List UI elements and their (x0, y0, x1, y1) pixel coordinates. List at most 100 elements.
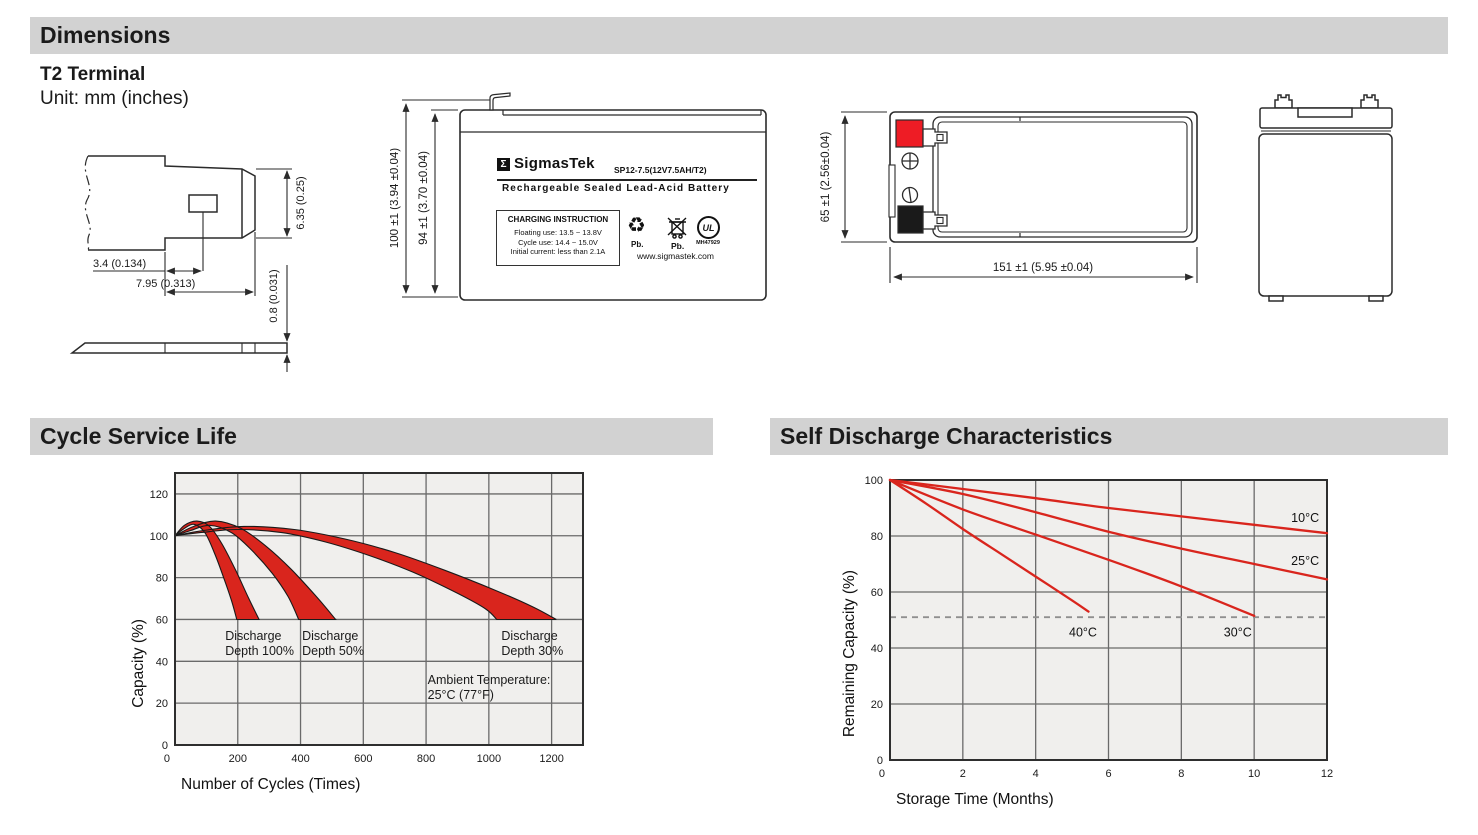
svg-text:Depth 50%: Depth 50% (302, 644, 364, 658)
svg-text:40: 40 (871, 643, 883, 655)
svg-text:120: 120 (150, 489, 168, 501)
label-rule (497, 179, 757, 181)
charging-line-initial: Initial current: less than 2.1A (510, 247, 606, 256)
svg-text:20: 20 (156, 698, 168, 710)
svg-text:Number of Cycles (Times): Number of Cycles (Times) (181, 776, 360, 793)
front-dimension-lines (402, 99, 490, 298)
svg-text:30°C: 30°C (1224, 626, 1252, 640)
battery-end-view (1258, 94, 1393, 302)
dim-terminal-width: 7.95 (0.313) (136, 278, 195, 290)
positive-terminal (895, 119, 924, 148)
svg-text:10: 10 (1248, 768, 1260, 780)
unit-note: Unit: mm (inches) (40, 88, 189, 109)
svg-text:25°C: 25°C (1291, 554, 1319, 568)
svg-text:Remaining Capacity (%): Remaining Capacity (%) (841, 570, 858, 737)
ul-certification-icon: UL (697, 216, 720, 239)
charging-instruction-box: CHARGING INSTRUCTION Floating use: 13.5 … (496, 210, 620, 266)
flathead-screw-icon (901, 186, 919, 204)
svg-text:8: 8 (1178, 768, 1184, 780)
battery-subtitle: Rechargeable Sealed Lead-Acid Battery (502, 183, 730, 194)
terminal-detail-drawing: 3.4 (0.134) 7.95 (0.313) 6.35 (0.25) 0.8… (69, 155, 307, 372)
brand-name: SigmasTek (514, 155, 595, 172)
website-url: www.sigmastek.com (637, 251, 714, 261)
end-view-terminal-right (1360, 94, 1379, 109)
svg-text:0: 0 (877, 755, 883, 767)
svg-text:60: 60 (156, 614, 168, 626)
svg-text:Capacity (%): Capacity (%) (130, 619, 147, 708)
svg-text:60: 60 (871, 587, 883, 599)
section-bar-self-discharge: Self Discharge Characteristics (770, 418, 1448, 455)
section-title-self-discharge: Self Discharge Characteristics (780, 423, 1113, 449)
svg-text:10°C: 10°C (1291, 511, 1319, 525)
battery-front-view: 100 ±1 (3.94 ±0.04) 94 ±1 (3.70 ±0.04) Σ… (390, 85, 790, 320)
foot-right (1368, 295, 1384, 302)
sigma-glyph: Σ (500, 159, 507, 170)
terminal-dimension-lines (93, 168, 292, 372)
phillips-screw-icon (901, 152, 919, 170)
ul-file-number: MH47929 (696, 240, 720, 246)
svg-text:Discharge: Discharge (302, 629, 358, 643)
dim-top-height: 65 ±1 (2.56±0.04) (820, 132, 832, 223)
terminal-side-strip (69, 342, 288, 354)
negative-terminal (897, 205, 924, 234)
svg-text:Storage Time (Months): Storage Time (Months) (896, 791, 1054, 808)
svg-text:Depth 100%: Depth 100% (225, 644, 294, 658)
dim-front-body-height: 94 ±1 (3.70 ±0.04) (418, 151, 430, 245)
dim-thickness: 0.8 (0.031) (268, 269, 280, 322)
svg-text:20: 20 (871, 699, 883, 711)
svg-text:80: 80 (156, 573, 168, 585)
side-slot (888, 164, 896, 218)
dim-front-total-height: 100 ±1 (3.94 ±0.04) (390, 148, 401, 248)
no-disposal-bin-icon (667, 217, 687, 239)
charging-title: CHARGING INSTRUCTION (507, 215, 609, 224)
svg-text:12: 12 (1321, 768, 1333, 780)
charging-line-floating: Floating use: 13.5 ~ 13.8V (514, 228, 602, 237)
svg-text:0: 0 (164, 753, 170, 765)
battery-front-outline: 100 ±1 (3.94 ±0.04) 94 ±1 (3.70 ±0.04) (390, 92, 767, 301)
svg-text:0: 0 (162, 740, 168, 752)
top-view-dimension-lines (841, 111, 1198, 283)
svg-text:0: 0 (879, 768, 885, 780)
negative-terminal-tab (922, 211, 948, 230)
svg-text:Discharge: Discharge (501, 629, 557, 643)
end-view-terminal-left (1274, 94, 1293, 109)
front-terminal-tab (489, 92, 511, 111)
svg-text:400: 400 (291, 753, 309, 765)
model-number: SP12-7.5(12V7.5AH/T2) (614, 165, 707, 175)
foot-left (1268, 295, 1284, 302)
svg-text:25°C (77°F): 25°C (77°F) (428, 688, 494, 702)
svg-text:4: 4 (1033, 768, 1039, 780)
svg-text:2: 2 (960, 768, 966, 780)
charging-line-cycle: Cycle use: 14.4 ~ 15.0V (518, 237, 598, 247)
battery-top-view: 65 ±1 (2.56±0.04) 151 ±1 (5.95 ±0.04) (820, 111, 1198, 283)
terminal-type-title: T2 Terminal (40, 64, 146, 85)
dim-top-width: 151 ±1 (5.95 ±0.04) (993, 262, 1093, 274)
svg-text:1000: 1000 (477, 753, 501, 765)
svg-text:100: 100 (150, 531, 168, 543)
section-title-dimensions: Dimensions (40, 22, 171, 48)
svg-text:Ambient Temperature:: Ambient Temperature: (428, 673, 551, 687)
svg-text:80: 80 (871, 531, 883, 543)
self-discharge-chart: 0 20 40 60 80 100 0 2 4 6 8 10 12 10°C 25°C 30°C 40°C Sto… (841, 475, 1333, 808)
svg-text:Depth 30%: Depth 30% (501, 644, 563, 658)
svg-text:100: 100 (865, 475, 883, 487)
svg-text:1200: 1200 (539, 753, 563, 765)
section-bar-dimensions: Dimensions (30, 17, 1448, 54)
svg-text:800: 800 (417, 753, 435, 765)
svg-text:40°C: 40°C (1069, 626, 1097, 640)
pb-trash-label: Pb. (671, 241, 685, 251)
terminal-outline (84, 155, 256, 271)
positive-terminal-tab (922, 128, 948, 147)
svg-text:40: 40 (156, 656, 168, 668)
svg-text:Discharge: Discharge (225, 629, 281, 643)
section-bar-cycle-service-life: Cycle Service Life (30, 418, 713, 455)
svg-text:200: 200 (229, 753, 247, 765)
terminal-hole (188, 194, 218, 213)
section-title-cycle: Cycle Service Life (40, 423, 237, 449)
sigma-logo-icon: Σ (497, 158, 510, 171)
svg-text:6: 6 (1105, 768, 1111, 780)
dim-hole-offset: 3.4 (0.134) (93, 258, 146, 270)
dim-terminal-height: 6.35 (0.25) (295, 176, 307, 229)
